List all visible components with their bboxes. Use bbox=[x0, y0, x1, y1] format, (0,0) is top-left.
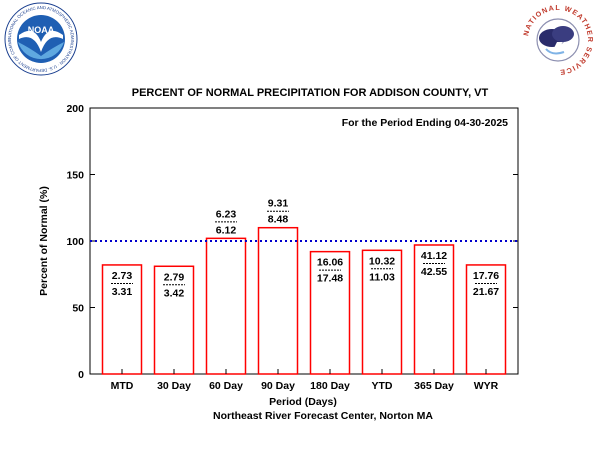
bar bbox=[413, 244, 455, 375]
nws-logo: NATIONAL WEATHER SERVICE bbox=[521, 3, 595, 77]
y-tick-label: 200 bbox=[66, 103, 84, 115]
noaa-logo: NATIONAL OCEANIC AND ATMOSPHERIC ADMINIS… bbox=[4, 2, 78, 76]
normal-label: 17.48 bbox=[317, 273, 343, 285]
period-note: For the Period Ending 04-30-2025 bbox=[342, 117, 508, 129]
normal-label: 6.12 bbox=[216, 224, 237, 236]
observed-label: 17.76 bbox=[473, 270, 499, 282]
observed-label: 2.79 bbox=[164, 271, 185, 283]
y-tick-label: 0 bbox=[78, 369, 84, 381]
x-tick-label: YTD bbox=[372, 380, 393, 392]
bar bbox=[257, 226, 299, 375]
x-tick-label: WYR bbox=[474, 380, 499, 392]
x-tick-label: 180 Day bbox=[310, 380, 350, 392]
x-tick-label: 60 Day bbox=[209, 380, 243, 392]
observed-label: 41.12 bbox=[421, 250, 447, 262]
observed-label: 2.73 bbox=[112, 270, 133, 282]
y-tick-label: 100 bbox=[66, 236, 84, 248]
x-tick-label: MTD bbox=[111, 380, 134, 392]
x-axis-label: Period (Days) bbox=[269, 396, 337, 408]
x-tick-label: 30 Day bbox=[157, 380, 191, 392]
normal-label: 11.03 bbox=[369, 271, 395, 283]
y-tick-label: 50 bbox=[72, 303, 84, 315]
normal-label: 8.48 bbox=[268, 214, 289, 226]
noaa-logo-text: NOAA bbox=[28, 25, 55, 35]
normal-label: 3.42 bbox=[164, 287, 185, 299]
x-tick-label: 90 Day bbox=[261, 380, 295, 392]
observed-label: 10.32 bbox=[369, 255, 395, 267]
observed-label: 16.06 bbox=[317, 257, 343, 269]
y-axis-label: Percent of Normal (%) bbox=[38, 186, 50, 296]
credit-line: Northeast River Forecast Center, Norton … bbox=[213, 410, 433, 422]
observed-label: 6.23 bbox=[216, 208, 237, 220]
normal-label: 3.31 bbox=[112, 286, 133, 298]
y-tick-label: 150 bbox=[66, 170, 84, 182]
chart-title: PERCENT OF NORMAL PRECIPITATION FOR ADDI… bbox=[132, 87, 489, 99]
normal-label: 21.67 bbox=[473, 286, 499, 298]
observed-label: 9.31 bbox=[268, 198, 289, 210]
bar bbox=[205, 237, 247, 375]
normal-label: 42.55 bbox=[421, 266, 447, 278]
x-tick-label: 365 Day bbox=[414, 380, 454, 392]
